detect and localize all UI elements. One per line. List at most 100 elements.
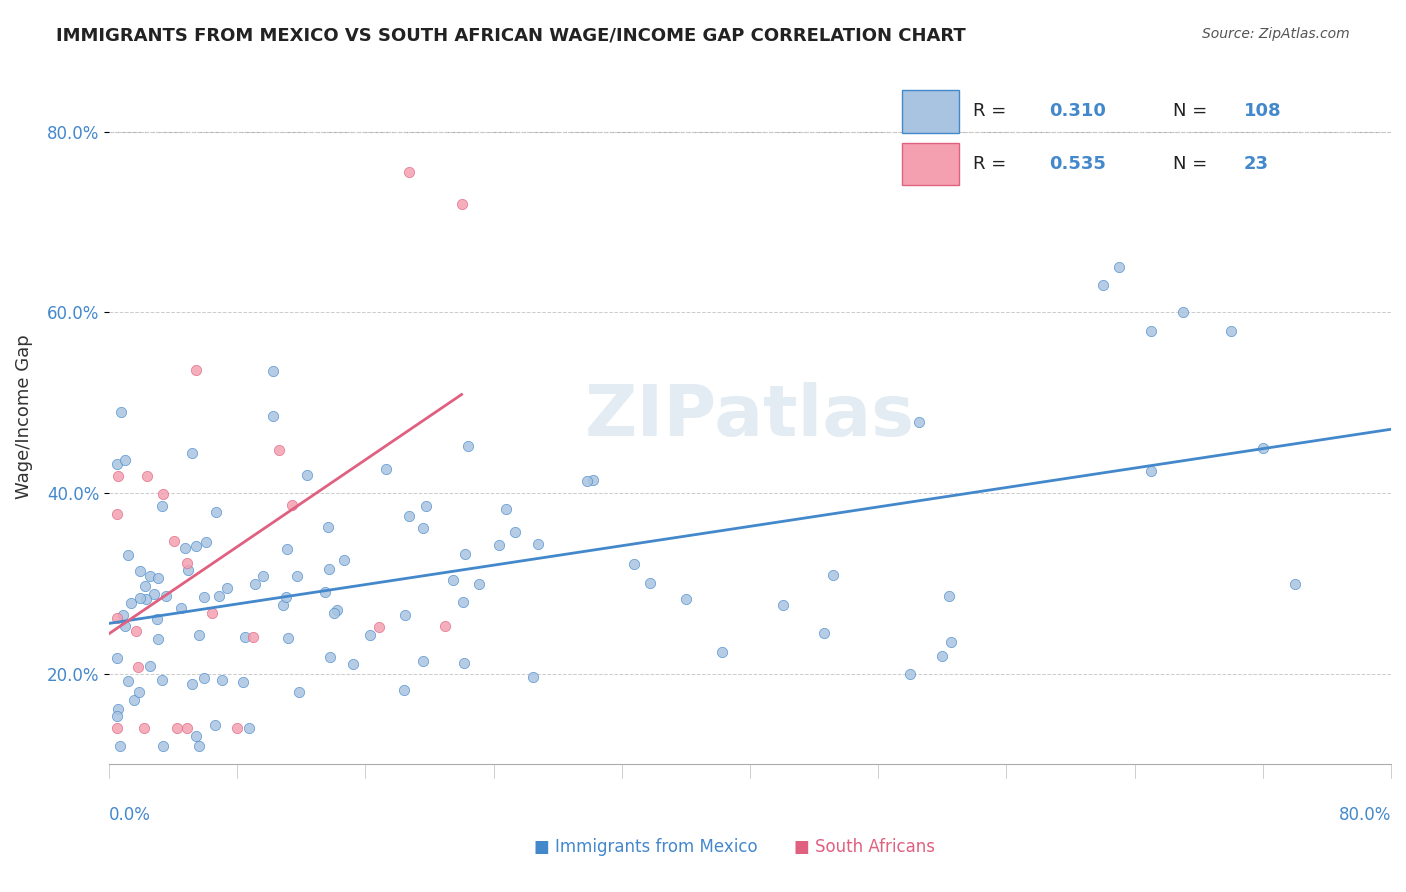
Point (394, 608, 416, 623)
Point (122, 693, 145, 707)
Point (325, 603, 347, 617)
Text: 80.0%: 80.0% (1339, 806, 1391, 824)
Point (367, 620, 389, 634)
Point (1091, 278, 1114, 293)
Point (277, 632, 299, 646)
Point (148, 571, 170, 585)
Point (105, 651, 128, 665)
Point (107, 611, 129, 625)
Point (710, 645, 733, 659)
Point (225, 721, 247, 735)
Point (114, 453, 136, 467)
Point (238, 721, 260, 735)
Point (675, 592, 697, 607)
Point (152, 739, 174, 754)
Point (434, 619, 457, 633)
Point (267, 442, 290, 457)
Point (186, 539, 208, 553)
Point (412, 521, 434, 535)
Point (333, 552, 356, 566)
Point (316, 520, 339, 534)
Point (105, 457, 128, 471)
Point (398, 508, 420, 523)
Point (908, 416, 931, 430)
Point (288, 685, 311, 699)
Point (392, 682, 415, 697)
Point (274, 590, 297, 604)
Point (139, 569, 162, 583)
Text: 0.0%: 0.0% (110, 806, 150, 824)
Point (412, 654, 434, 668)
Point (242, 630, 264, 644)
Text: ■ South Africans: ■ South Africans (794, 838, 935, 856)
Point (180, 676, 202, 690)
Point (233, 630, 256, 644)
Point (110, 739, 132, 754)
Point (415, 499, 437, 513)
Point (193, 671, 215, 685)
Point (342, 657, 364, 671)
Point (150, 500, 173, 514)
Point (112, 608, 135, 623)
Point (187, 628, 209, 642)
Point (217, 581, 239, 595)
Point (640, 576, 662, 591)
Point (110, 405, 132, 419)
Point (1284, 576, 1306, 591)
Point (174, 541, 197, 556)
Point (503, 525, 526, 540)
Point (139, 658, 162, 673)
Point (177, 563, 200, 577)
Point (128, 591, 150, 605)
Point (117, 674, 139, 689)
Point (187, 739, 209, 754)
Point (898, 667, 921, 681)
Point (931, 648, 953, 663)
Point (295, 467, 318, 482)
Point (581, 473, 603, 487)
Point (441, 573, 464, 587)
Point (1251, 441, 1274, 455)
Point (398, 165, 420, 179)
Point (495, 502, 517, 516)
Point (127, 660, 149, 674)
Point (318, 562, 340, 576)
Point (941, 635, 963, 649)
Point (453, 595, 475, 609)
Point (204, 505, 226, 519)
Point (262, 363, 284, 377)
Y-axis label: Wage/Income Gap: Wage/Income Gap (15, 334, 32, 499)
Text: ■ Immigrants from Mexico: ■ Immigrants from Mexico (534, 838, 758, 856)
Point (772, 599, 794, 613)
Point (454, 547, 477, 561)
Point (232, 674, 254, 689)
Point (129, 564, 152, 578)
Point (271, 599, 294, 613)
Point (314, 585, 336, 599)
Point (204, 718, 226, 732)
Point (1219, 324, 1241, 338)
Point (450, 197, 472, 211)
Point (117, 549, 139, 563)
Point (322, 606, 344, 620)
Point (105, 508, 128, 522)
Point (105, 709, 128, 723)
Point (623, 557, 645, 571)
Point (813, 626, 835, 640)
Point (166, 721, 188, 735)
Point (375, 462, 398, 476)
Point (163, 533, 186, 548)
Point (1140, 464, 1163, 478)
Point (184, 363, 207, 377)
Point (468, 577, 491, 591)
Text: Source: ZipAtlas.com: Source: ZipAtlas.com (1202, 27, 1350, 41)
Point (522, 670, 544, 684)
Point (150, 673, 173, 687)
Point (821, 568, 844, 582)
Point (252, 569, 274, 583)
Point (143, 587, 166, 601)
Point (135, 592, 157, 607)
Point (152, 486, 174, 500)
Point (107, 469, 129, 483)
Point (211, 673, 233, 688)
